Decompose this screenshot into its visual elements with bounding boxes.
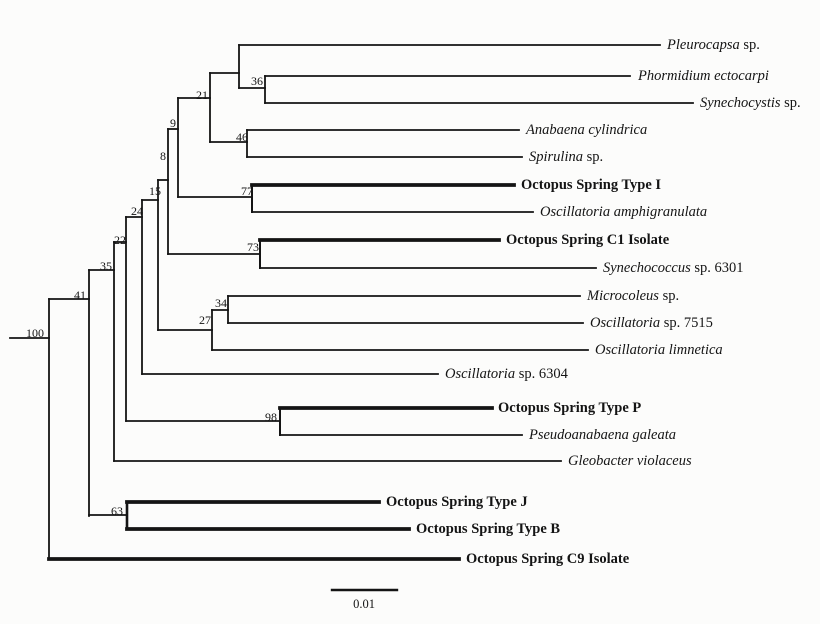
taxon-label-run: Pleurocapsa xyxy=(666,37,743,53)
scale-bar-label: 0.01 xyxy=(353,597,375,611)
taxon-label: Anabaena cylindrica xyxy=(525,122,647,138)
taxon-label: Microcoleus sp. xyxy=(586,288,679,304)
taxon-label-run: Synechocystis xyxy=(700,95,784,111)
taxon-label: Octopus Spring Type B xyxy=(416,521,560,537)
taxon-label: Oscillatoria limnetica xyxy=(595,342,723,358)
taxon-label: Octopus Spring Type I xyxy=(521,177,661,193)
taxon-label-run: sp. 6304 xyxy=(519,366,569,382)
taxon-label-run: sp. xyxy=(663,288,680,304)
bootstrap-value: 77 xyxy=(241,184,253,198)
taxon-label: Oscillatoria sp. 6304 xyxy=(445,366,569,382)
taxon-label: Synechocystis sp. xyxy=(700,95,801,111)
taxon-label-run: Gleobacter violaceus xyxy=(568,453,692,469)
taxon-label-run: Anabaena cylindrica xyxy=(525,122,647,138)
bootstrap-value: 9 xyxy=(170,116,176,130)
taxon-label-run: Octopus Spring C1 Isolate xyxy=(506,232,670,248)
bootstrap-value: 36 xyxy=(251,74,263,88)
taxon-label-run: Octopus Spring Type B xyxy=(416,521,560,537)
taxon-label: Spirulina sp. xyxy=(529,149,603,165)
taxon-label: Oscillatoria sp. 7515 xyxy=(590,315,713,331)
taxon-label-run: Oscillatoria xyxy=(590,315,664,331)
bootstrap-value: 22 xyxy=(114,233,126,247)
taxon-label: Oscillatoria amphigranulata xyxy=(540,204,707,220)
bootstrap-value: 98 xyxy=(265,410,277,424)
bootstrap-value: 15 xyxy=(149,184,161,198)
bootstrap-value: 8 xyxy=(160,149,166,163)
bootstrap-value: 35 xyxy=(100,259,112,273)
taxon-label-run: Phormidium ectocarpi xyxy=(637,68,769,84)
taxon-label: Synechococcus sp. 6301 xyxy=(603,260,744,276)
bootstrap-value: 34 xyxy=(215,296,227,310)
taxon-label-run: Synechococcus xyxy=(603,260,694,276)
taxon-label-run: sp. 6301 xyxy=(694,260,743,276)
taxon-label-run: Octopus Spring Type I xyxy=(521,177,661,193)
taxon-label: Octopus Spring C1 Isolate xyxy=(506,232,670,248)
taxon-label-run: Pseudoanabaena galeata xyxy=(528,427,676,443)
taxon-label: Octopus Spring Type J xyxy=(386,494,528,510)
taxon-label-run: Octopus Spring Type J xyxy=(386,494,528,510)
taxon-label-run: sp. xyxy=(784,95,801,111)
taxon-label: Pleurocapsa sp. xyxy=(666,37,760,53)
taxon-label-run: sp. xyxy=(743,37,760,53)
taxon-label-run: sp. 7515 xyxy=(664,315,713,331)
bootstrap-value: 73 xyxy=(247,240,259,254)
bootstrap-value: 46 xyxy=(236,130,248,144)
taxon-label-run: Spirulina xyxy=(529,149,587,165)
taxon-label-run: Octopus Spring Type P xyxy=(498,400,641,416)
taxon-label-run: Oscillatoria xyxy=(445,366,519,382)
bootstrap-value: 27 xyxy=(199,313,211,327)
bootstrap-value: 24 xyxy=(131,204,143,218)
taxon-label: Pseudoanabaena galeata xyxy=(528,427,676,443)
bootstrap-value: 41 xyxy=(74,288,86,302)
taxon-label-run: Octopus Spring C9 Isolate xyxy=(466,551,630,567)
taxon-label-run: sp. xyxy=(587,149,604,165)
bootstrap-value: 100 xyxy=(26,326,44,340)
taxon-label-run: Oscillatoria amphigranulata xyxy=(540,204,707,220)
taxon-label: Octopus Spring Type P xyxy=(498,400,641,416)
taxon-label: Phormidium ectocarpi xyxy=(637,68,769,84)
taxon-label-run: Microcoleus xyxy=(586,288,663,304)
taxon-label-run: Oscillatoria limnetica xyxy=(595,342,723,358)
bootstrap-value: 63 xyxy=(111,504,123,518)
bootstrap-value: 21 xyxy=(196,88,208,102)
taxon-label: Octopus Spring C9 Isolate xyxy=(466,551,630,567)
taxon-label: Gleobacter violaceus xyxy=(568,453,692,469)
